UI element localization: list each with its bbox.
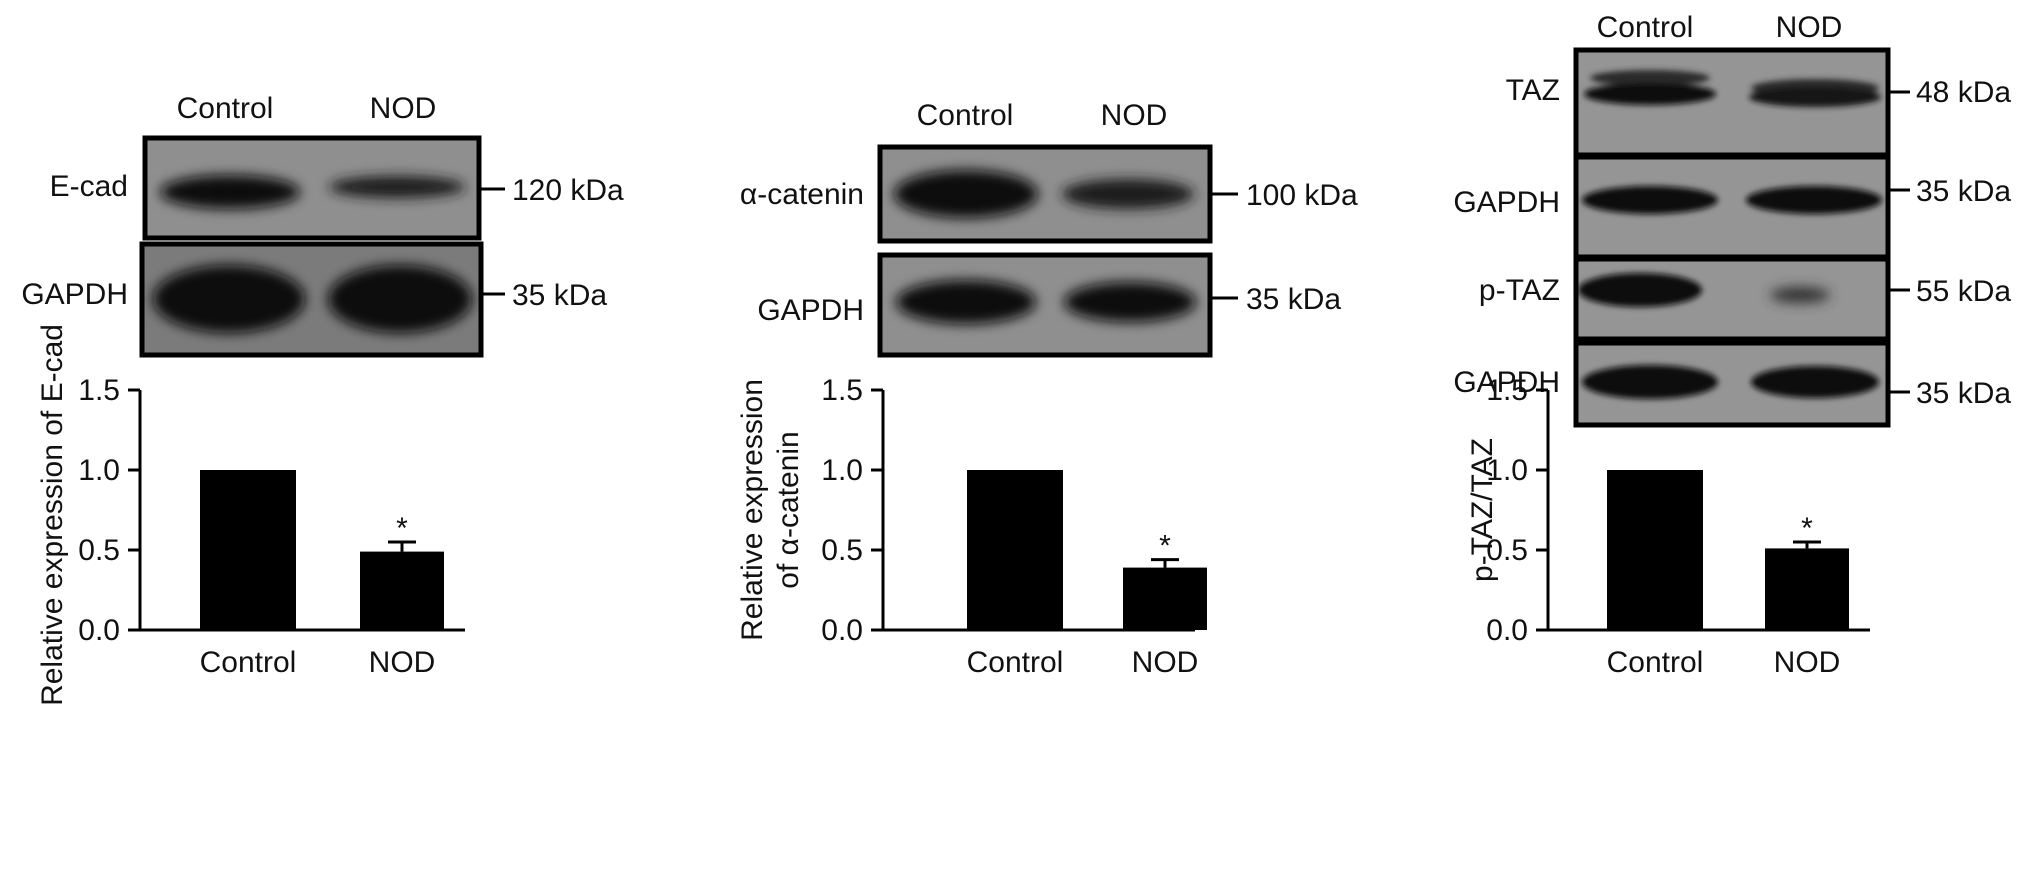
lane-label-nod: NOD [1776,11,1843,44]
y-tick-label: 0.5 [821,534,863,567]
band-gapdh-control [1582,365,1718,399]
significance-mark: * [396,512,408,545]
y-tick-label: 1.0 [821,454,863,487]
band-gapdh-nod [1746,186,1882,214]
y-tick-label: 0.0 [1486,614,1528,647]
blot-strip-p-taz [1573,256,1891,342]
y-axis-label: Relative expression [736,379,769,641]
size-label-35kda: 35 kDa [512,279,607,312]
bar-chart-p-taz-taz: 0.0 0.5 1.0 1.5 p-TAZ/TAZ Control * NOD [1466,374,1870,679]
row-label-p-taz: p-TAZ [1479,274,1560,307]
bar-chart-alpha-catenin: 0.0 0.5 1.0 1.5 Relative expression of α-cate… [736,374,1207,679]
row-label-gapdh: GAPDH [21,278,128,311]
category-label: NOD [1774,646,1841,679]
lane-label-control: Control [177,92,274,125]
band-gapdh-control [896,280,1036,324]
band-gapdh-nod [1751,366,1879,398]
blot-panel-alpha-catenin: Control NOD α-catenin 100 kDa GAPDH 35 k… [740,99,1358,358]
y-tick-label: 0.5 [1486,534,1528,567]
y-axis-label: of α-catenin [772,431,805,588]
band-gapdh-control [153,265,305,333]
significance-mark: * [1159,530,1171,563]
band-ecad-control [160,175,300,209]
category-label: NOD [1132,646,1199,679]
category-label: Control [967,646,1064,679]
y-tick-label: 1.5 [78,374,120,407]
lane-label-control: Control [1597,11,1694,44]
size-label-35kda: 35 kDa [1916,175,2011,208]
y-tick-label: 0.0 [821,614,863,647]
lane-label-control: Control [917,99,1014,132]
y-tick-label: 1.5 [1486,374,1528,407]
lane-label-nod: NOD [1101,99,1168,132]
band-alpha-catenin-nod [1062,179,1194,209]
y-tick-label: 0.5 [78,534,120,567]
band-taz-nod [1749,79,1881,107]
bar-control [1607,470,1703,630]
size-label-100kda: 100 kDa [1246,179,1358,212]
bar-nod [360,551,444,630]
y-tick-label: 0.0 [78,614,120,647]
bar-chart-ecad: 0.0 0.5 1.0 1.5 Relative expression of E-cad… [36,324,465,706]
row-label-gapdh: GAPDH [1453,366,1560,399]
row-label-alpha-catenin: α-catenin [740,178,864,211]
y-axis-label: Relative expression of E-cad [36,324,69,706]
row-label-gapdh: GAPDH [757,294,864,327]
band-taz-control [1584,70,1716,105]
y-tick-label: 1.0 [1486,454,1528,487]
lane-label-nod: NOD [370,92,437,125]
band-p-taz-control [1578,273,1702,307]
category-label: Control [1607,646,1704,679]
y-tick-label: 1.5 [821,374,863,407]
bar-nod [1765,548,1849,630]
bar-nod [1123,567,1207,630]
bar-control [967,470,1063,630]
band-p-taz-nod [1770,287,1830,303]
size-label-55kda: 55 kDa [1916,275,2011,308]
category-label: Control [200,646,297,679]
band-alpha-catenin-control [894,170,1038,218]
size-label-48kda: 48 kDa [1916,76,2011,109]
size-label-35kda: 35 kDa [1246,283,1341,316]
row-label-taz: TAZ [1506,74,1560,107]
band-ecad-nod [329,176,465,198]
row-label-gapdh: GAPDH [1453,186,1560,219]
y-tick-label: 1.0 [78,454,120,487]
band-gapdh-control [1582,186,1718,214]
category-label: NOD [369,646,436,679]
size-label-35kda: 35 kDa [1916,377,2011,410]
y-axis-label: p-TAZ/TAZ [1466,438,1499,582]
size-label-120kda: 120 kDa [512,174,624,207]
significance-mark: * [1801,512,1813,545]
blot-panel-ecad: Control NOD E-cad 120 kDa GAPDH 35 kDa [21,92,624,358]
blot-panel-taz: Control NOD TAZ 48 kDa GAPDH 35 kDa p-TA… [1453,11,2011,428]
band-gapdh-nod [1064,282,1196,322]
bar-control [200,470,296,630]
row-label-ecad: E-cad [50,170,128,203]
band-gapdh-nod [328,265,472,333]
